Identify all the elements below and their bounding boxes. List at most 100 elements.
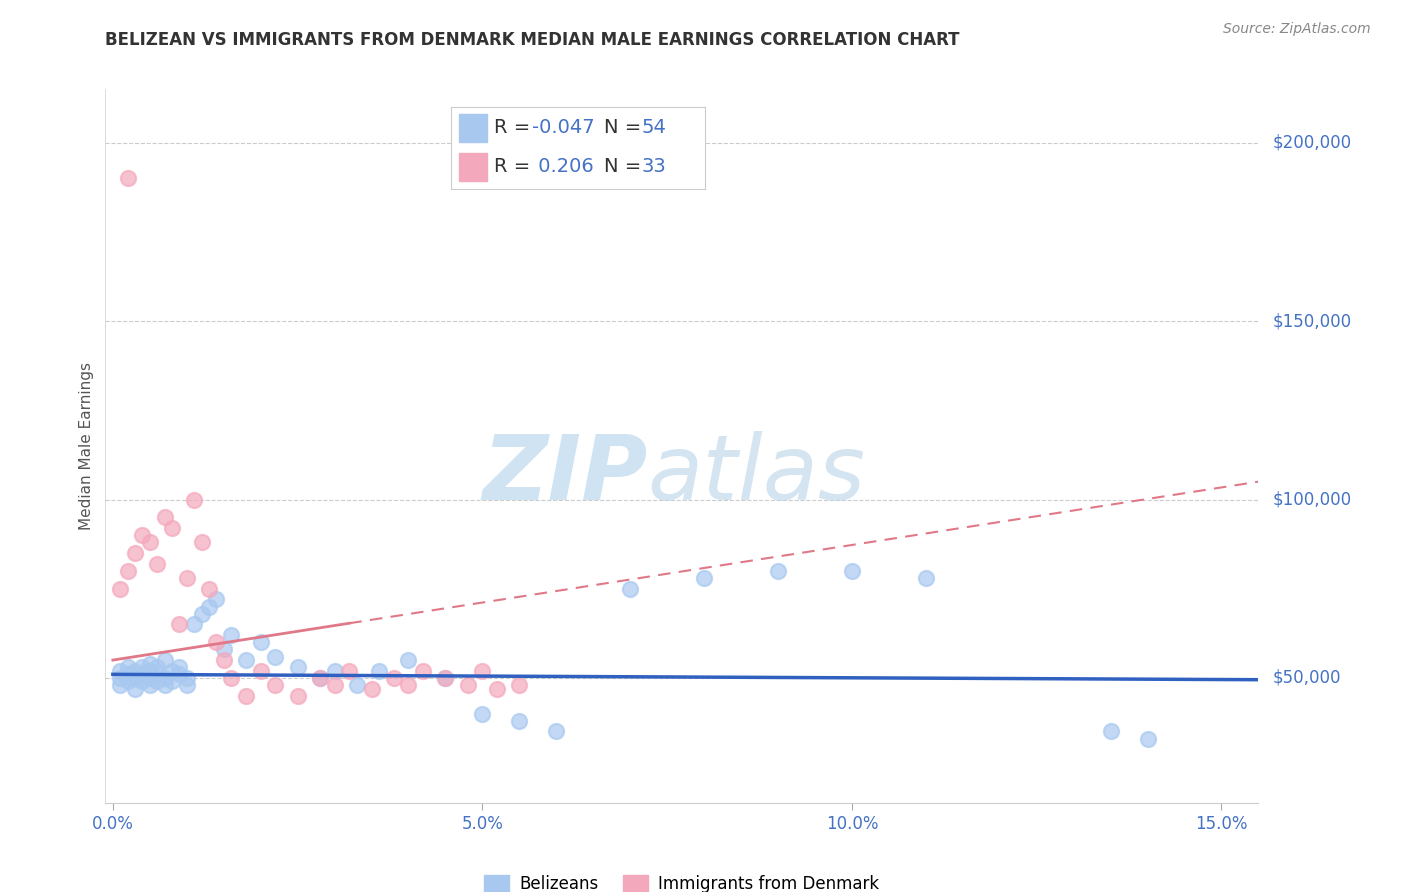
Point bbox=[153, 510, 176, 524]
Point bbox=[235, 653, 257, 667]
Point bbox=[124, 664, 146, 678]
Point bbox=[139, 657, 162, 671]
Text: $150,000: $150,000 bbox=[1272, 312, 1351, 330]
Point bbox=[457, 678, 479, 692]
Point bbox=[914, 571, 936, 585]
Point bbox=[205, 592, 228, 607]
Point bbox=[110, 671, 132, 685]
Point bbox=[169, 660, 191, 674]
Text: N =: N = bbox=[603, 118, 647, 137]
Point bbox=[117, 674, 139, 689]
Point bbox=[337, 664, 360, 678]
Point bbox=[382, 671, 405, 685]
Point bbox=[205, 635, 228, 649]
Point bbox=[190, 607, 212, 621]
Point bbox=[153, 678, 176, 692]
Point bbox=[212, 653, 235, 667]
Point bbox=[131, 667, 153, 681]
Point bbox=[471, 664, 494, 678]
Point bbox=[139, 671, 162, 685]
Point bbox=[160, 521, 183, 535]
Text: $100,000: $100,000 bbox=[1272, 491, 1351, 508]
Point bbox=[110, 582, 132, 596]
Point bbox=[486, 681, 509, 696]
Text: 33: 33 bbox=[641, 158, 666, 177]
Point bbox=[198, 599, 221, 614]
Point bbox=[169, 667, 191, 681]
Text: 0.206: 0.206 bbox=[533, 158, 595, 177]
Point bbox=[471, 706, 494, 721]
Point bbox=[323, 678, 346, 692]
Text: N =: N = bbox=[603, 158, 647, 177]
Point bbox=[308, 671, 330, 685]
Point bbox=[308, 671, 330, 685]
Point bbox=[434, 671, 457, 685]
Point bbox=[264, 678, 287, 692]
Point bbox=[264, 649, 287, 664]
Point bbox=[183, 492, 205, 507]
Point bbox=[139, 664, 162, 678]
Text: Source: ZipAtlas.com: Source: ZipAtlas.com bbox=[1223, 22, 1371, 37]
Point bbox=[139, 535, 162, 549]
Point bbox=[117, 667, 139, 681]
Point bbox=[190, 535, 212, 549]
Point bbox=[153, 653, 176, 667]
Point bbox=[323, 664, 346, 678]
Point bbox=[249, 635, 271, 649]
Text: -0.047: -0.047 bbox=[533, 118, 595, 137]
Point bbox=[160, 664, 183, 678]
Point bbox=[117, 564, 139, 578]
Text: R =: R = bbox=[495, 158, 537, 177]
Point bbox=[124, 671, 146, 685]
Legend: Belizeans, Immigrants from Denmark: Belizeans, Immigrants from Denmark bbox=[478, 868, 886, 892]
Point bbox=[146, 660, 169, 674]
Text: $200,000: $200,000 bbox=[1272, 134, 1351, 152]
Point bbox=[160, 674, 183, 689]
Point bbox=[146, 674, 169, 689]
Point bbox=[412, 664, 434, 678]
Point bbox=[346, 678, 368, 692]
Point bbox=[508, 678, 530, 692]
Point bbox=[110, 664, 132, 678]
Point bbox=[219, 628, 242, 642]
Point bbox=[398, 653, 420, 667]
Point bbox=[841, 564, 863, 578]
Point bbox=[117, 660, 139, 674]
Point bbox=[183, 617, 205, 632]
Point bbox=[124, 546, 146, 560]
Point bbox=[117, 171, 139, 186]
Point bbox=[235, 689, 257, 703]
Point bbox=[176, 671, 198, 685]
Point bbox=[508, 714, 530, 728]
Point bbox=[146, 557, 169, 571]
Point bbox=[766, 564, 789, 578]
Bar bbox=[458, 113, 486, 142]
Point bbox=[287, 689, 309, 703]
Bar bbox=[458, 153, 486, 181]
Point bbox=[1136, 731, 1159, 746]
Point bbox=[198, 582, 221, 596]
Text: atlas: atlas bbox=[647, 431, 865, 518]
Y-axis label: Median Male Earnings: Median Male Earnings bbox=[79, 362, 94, 530]
Point bbox=[212, 642, 235, 657]
Point bbox=[360, 681, 382, 696]
Text: 54: 54 bbox=[641, 118, 666, 137]
Point bbox=[176, 678, 198, 692]
Point bbox=[398, 678, 420, 692]
Point bbox=[249, 664, 271, 678]
Point bbox=[110, 678, 132, 692]
Text: BELIZEAN VS IMMIGRANTS FROM DENMARK MEDIAN MALE EARNINGS CORRELATION CHART: BELIZEAN VS IMMIGRANTS FROM DENMARK MEDI… bbox=[105, 31, 960, 49]
Point bbox=[176, 571, 198, 585]
Point bbox=[287, 660, 309, 674]
Point bbox=[367, 664, 389, 678]
Point bbox=[131, 660, 153, 674]
Point bbox=[124, 681, 146, 696]
Point bbox=[139, 678, 162, 692]
Text: R =: R = bbox=[495, 118, 537, 137]
Point bbox=[153, 671, 176, 685]
Point bbox=[131, 674, 153, 689]
Point bbox=[131, 528, 153, 542]
Point bbox=[146, 667, 169, 681]
Point bbox=[169, 617, 191, 632]
Text: ZIP: ZIP bbox=[482, 431, 647, 518]
